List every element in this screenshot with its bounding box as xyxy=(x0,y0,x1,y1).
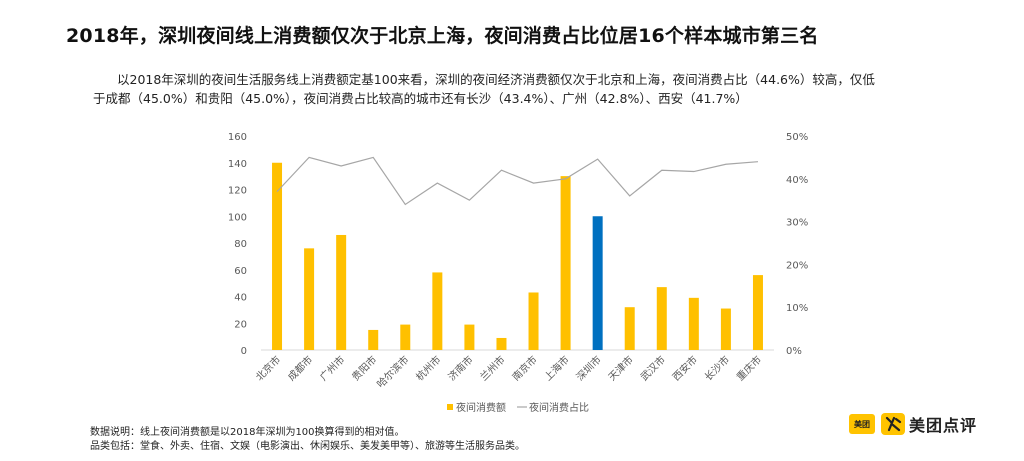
bar-济南市 xyxy=(464,324,475,350)
category-label: 北京市 xyxy=(253,353,283,383)
category-label: 南京市 xyxy=(509,353,539,383)
category-label: 兰州市 xyxy=(477,353,507,383)
legend-label-line: 夜间消费占比 xyxy=(529,401,589,414)
left-axis-tick: 140 xyxy=(228,159,247,170)
bar-成都市 xyxy=(304,248,315,350)
right-axis-tick: 20% xyxy=(786,260,808,271)
left-axis-tick: 80 xyxy=(234,239,247,250)
left-axis-tick: 100 xyxy=(228,212,247,223)
category-label: 重庆市 xyxy=(734,353,764,383)
description-text: 以2018年深圳的夜间生活服务线上消费额定基100来看，深圳的夜间经济消费额仅次… xyxy=(93,72,875,106)
left-axis-tick: 120 xyxy=(228,186,247,197)
category-label: 哈尔滨市 xyxy=(374,353,411,390)
right-axis-tick: 0% xyxy=(786,346,802,357)
bar-杭州市 xyxy=(432,272,443,350)
left-axis-tick: 20 xyxy=(234,319,247,330)
line-series-night-share xyxy=(276,156,759,206)
right-axis-tick: 10% xyxy=(786,303,808,314)
category-label: 深圳市 xyxy=(573,353,603,383)
right-axis-tick: 30% xyxy=(786,218,808,229)
category-label: 上海市 xyxy=(541,353,571,383)
bar-贵阳市 xyxy=(368,329,379,350)
bar-深圳市 xyxy=(592,216,603,350)
logo-text: 美团点评 xyxy=(909,416,978,435)
bar-北京市 xyxy=(272,162,283,350)
meituan-logo: 美团 美团点评 xyxy=(849,413,977,435)
left-axis-tick: 160 xyxy=(228,132,247,143)
kangaroo-icon xyxy=(881,413,905,435)
bar-广州市 xyxy=(336,234,347,350)
page-title: 2018年，深圳夜间线上消费额仅次于北京上海，夜间消费占比位居16个样本城市第三… xyxy=(66,25,819,47)
category-label: 西安市 xyxy=(670,353,700,383)
bar-天津市 xyxy=(624,307,635,350)
logo-badge: 美团 xyxy=(849,414,875,434)
right-axis-tick: 50% xyxy=(786,132,808,143)
bar-长沙市 xyxy=(720,308,731,350)
bar-重庆市 xyxy=(752,275,763,350)
category-label: 杭州市 xyxy=(413,353,443,383)
bar-兰州市 xyxy=(496,337,507,350)
bar-武汉市 xyxy=(656,287,667,350)
left-axis-tick: 40 xyxy=(234,293,247,304)
left-axis-tick: 0 xyxy=(241,346,247,357)
category-label: 成都市 xyxy=(285,353,315,383)
category-label: 武汉市 xyxy=(637,353,667,383)
category-label: 天津市 xyxy=(605,353,635,383)
bar-南京市 xyxy=(528,292,539,350)
legend-label-bar: 夜间消费额 xyxy=(456,401,506,414)
category-label: 贵阳市 xyxy=(349,353,379,383)
bar-西安市 xyxy=(688,297,699,350)
category-label: 广州市 xyxy=(317,353,347,383)
bar-哈尔滨市 xyxy=(400,324,411,350)
category-label: 济南市 xyxy=(445,353,475,383)
data-note: 数据说明：线上夜间消费额是以2018年深圳为100换算得到的相对值。 xyxy=(90,427,405,438)
bar-上海市 xyxy=(560,176,571,350)
legend-swatch-bar xyxy=(447,404,453,410)
category-label: 长沙市 xyxy=(702,353,732,383)
description: 以2018年深圳的夜间生活服务线上消费额定基100来看，深圳的夜间经济消费额仅次… xyxy=(93,70,883,108)
left-axis-tick: 60 xyxy=(234,266,247,277)
category-note: 品类包括：堂食、外卖、住宿、文娱（电影演出、休闲娱乐、美发美甲等）、旅游等生活服… xyxy=(90,441,525,452)
right-axis-tick: 40% xyxy=(786,175,808,186)
